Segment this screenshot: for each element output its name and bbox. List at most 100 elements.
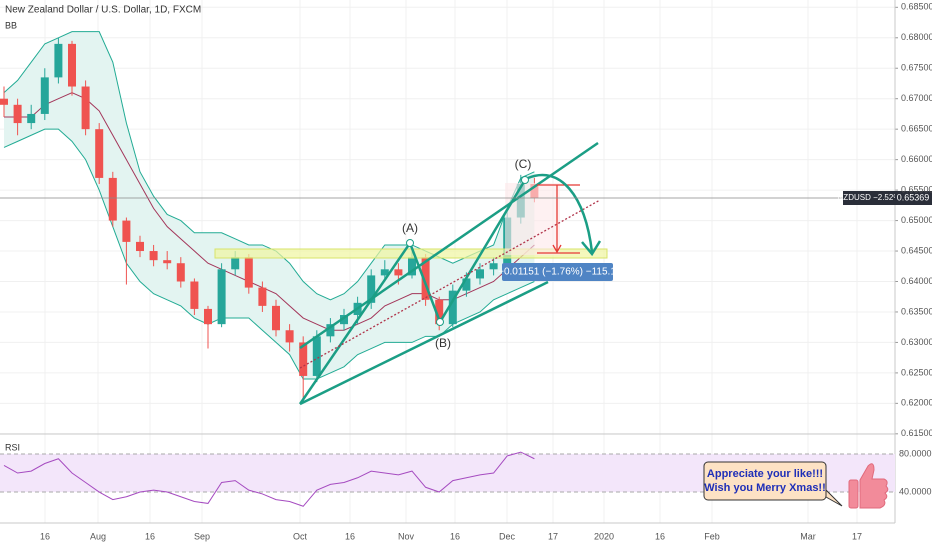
- symbol-label: NZDUSD −2.52%: [838, 193, 901, 202]
- candle-body: [285, 330, 294, 343]
- candle-body: [462, 278, 471, 291]
- x-tick-label: 17: [852, 531, 862, 541]
- wave-lines: [298, 179, 527, 405]
- note-text: Appreciate your like!!!: [707, 468, 823, 480]
- y-tick-label: 0.68500: [901, 2, 932, 12]
- y-tick-label: 0.62000: [901, 398, 932, 408]
- candle-body: [190, 281, 199, 309]
- drawings: [0, 141, 895, 406]
- y-tick-label: 0.65000: [901, 215, 932, 225]
- candle-body: [217, 269, 226, 325]
- candle-body: [122, 220, 131, 242]
- candle-body: [81, 86, 90, 130]
- x-tick-label: Oct: [293, 531, 308, 541]
- candle-body: [204, 308, 212, 325]
- y-tick-label: 0.65500: [901, 184, 932, 194]
- rsi-tick-label: 80.0000: [899, 448, 932, 458]
- x-tick-label: 16: [450, 531, 460, 541]
- candle-body: [435, 299, 444, 325]
- bb-middle: [4, 92, 535, 331]
- y-tick-label: 0.61500: [901, 428, 932, 438]
- x-tick-label: Sep: [194, 531, 210, 541]
- band-fill: [4, 31, 535, 379]
- y-tick-label: 0.64500: [901, 245, 932, 255]
- symbol-badge: [843, 191, 895, 205]
- candle-body: [54, 43, 63, 78]
- candle-body: [244, 257, 253, 288]
- x-tick-label: Nov: [398, 531, 415, 541]
- projection-head: [581, 240, 602, 257]
- x-tick-label: 16: [145, 531, 155, 541]
- back-layer: [0, 0, 898, 523]
- candle-body: [258, 287, 267, 306]
- x-tick-label: 2020: [594, 531, 614, 541]
- price-badge: [895, 191, 932, 205]
- candle-body: [421, 257, 430, 300]
- chart-title: New Zealand Dollar / U.S. Dollar, 1D, FX…: [5, 5, 201, 16]
- candle-body: [476, 269, 484, 279]
- candle-body: [299, 342, 308, 376]
- candle-body: [380, 269, 389, 276]
- wave-point: [406, 239, 414, 247]
- y-tick-label: 0.63000: [901, 337, 932, 347]
- candle-body: [13, 104, 22, 124]
- y-tick-label: 0.64000: [901, 276, 932, 286]
- rsi-tick-label: 40.0000: [899, 486, 932, 496]
- dotted-trend: [299, 199, 601, 369]
- y-tick-label: 0.62500: [901, 367, 932, 377]
- candle-body: [489, 263, 498, 270]
- y-tick-label: 0.67000: [901, 93, 932, 103]
- candle-body: [312, 336, 321, 376]
- candle-body: [326, 324, 335, 337]
- x-tick-label: 16: [40, 531, 50, 541]
- channel-lower: [299, 280, 549, 406]
- note-text: Wish you Merry Xmas!!: [704, 482, 826, 494]
- candle-body: [95, 129, 104, 178]
- x-tick-label: 16: [655, 531, 665, 541]
- candle-body: [163, 260, 172, 264]
- y-tick-label: 0.63500: [901, 306, 932, 316]
- candle-body: [408, 257, 416, 276]
- candle-body: [149, 251, 158, 261]
- note-box: [703, 461, 827, 501]
- candle-body: [394, 269, 403, 276]
- candle-body: [136, 241, 144, 252]
- y-tick-label: 0.67500: [901, 63, 932, 73]
- measure-label: −0.01151 (−1.76%) −115.1: [498, 267, 616, 278]
- bb-lower: [3, 128, 535, 380]
- note-tail: [825, 488, 843, 507]
- x-tick-label: Mar: [800, 531, 816, 541]
- candle-body: [40, 77, 49, 114]
- y-tick-label: 0.66000: [901, 154, 932, 164]
- y-tick-label: 0.68000: [901, 32, 932, 42]
- indicator-label: BB: [5, 20, 17, 30]
- wave-label: (B): [435, 336, 451, 350]
- x-tick-label: Aug: [90, 531, 106, 541]
- candle-body: [68, 43, 76, 87]
- measure-box: [502, 263, 613, 281]
- projection-curve: [527, 173, 594, 253]
- x-tick-label: Dec: [499, 531, 516, 541]
- candle-body: [0, 98, 8, 105]
- wave-label: (C): [515, 157, 532, 171]
- x-tick-label: Feb: [704, 531, 720, 541]
- x-tick-label: 17: [548, 531, 558, 541]
- channel-upper: [299, 141, 599, 350]
- candle-body: [340, 315, 348, 325]
- x-tick-label: 16: [345, 531, 355, 541]
- candle-body: [231, 257, 240, 270]
- wave-point: [521, 176, 529, 184]
- candle-body: [367, 275, 376, 303]
- candle-body: [272, 305, 280, 331]
- last-price: 0.65369: [897, 192, 930, 202]
- rsi-label: RSI: [5, 442, 20, 452]
- thumb-icon: [848, 463, 889, 509]
- wave-label: (A): [402, 221, 418, 235]
- candle-body: [176, 263, 185, 282]
- bb-upper: [3, 31, 535, 301]
- candle-body: [27, 113, 36, 124]
- measure-area: [505, 183, 560, 255]
- candle-body: [448, 290, 457, 325]
- measure-arrow-head: [552, 244, 562, 254]
